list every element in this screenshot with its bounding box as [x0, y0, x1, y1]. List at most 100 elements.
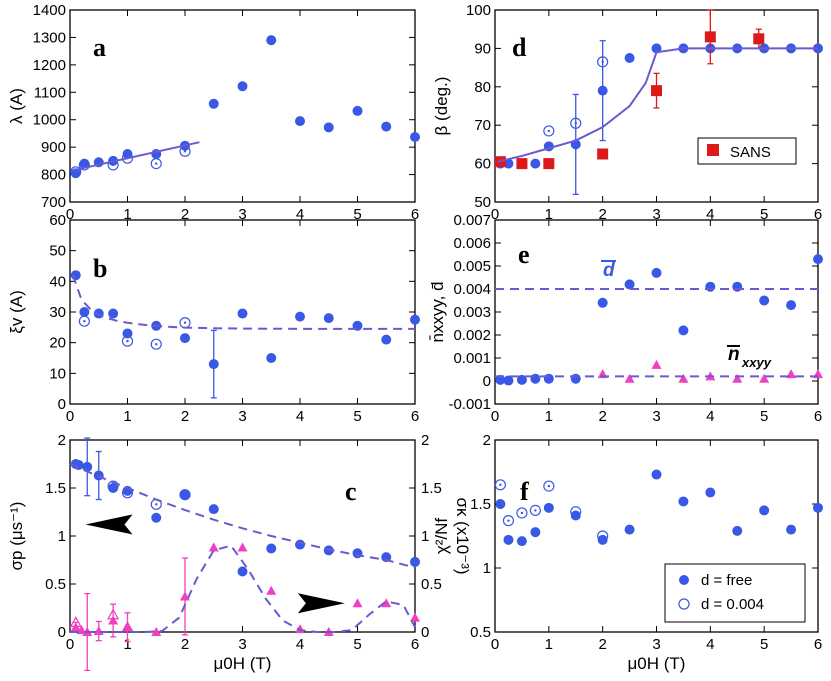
y-tick-label-a: 700: [41, 194, 66, 211]
data-point-f: [495, 499, 506, 509]
x-tick-label-e: 2: [598, 408, 606, 425]
y-tick-label-a: 1000: [33, 112, 66, 129]
data-point-open-c: [179, 489, 191, 501]
data-point-open-f: [543, 480, 555, 492]
data-point-c: [73, 459, 84, 470]
y-tick-label-b: 20: [49, 335, 66, 352]
data-point-a: [208, 98, 219, 109]
fit-curve-c: [70, 544, 416, 633]
x-tick-label-c: 6: [411, 636, 419, 653]
y-right-tick-label-c: 1.5: [421, 480, 442, 497]
x-tick-label-b: 0: [66, 408, 74, 425]
data-point-open-d: [570, 117, 582, 129]
data-point-open-f: [516, 507, 528, 519]
data-triangle-c: [121, 620, 134, 632]
data-point-f: [570, 510, 581, 521]
legend-f-fixed: d = 0.004: [701, 596, 764, 613]
data-triangle-c: [107, 608, 120, 620]
panel-label-c: c: [345, 477, 357, 506]
data-point-open-dot-b: [155, 343, 158, 346]
data-point-open-dot-c: [111, 484, 115, 488]
data-point-b: [79, 307, 90, 317]
data-triangle-e: [678, 373, 689, 383]
x-axis-label-c: μ0H (T): [214, 654, 272, 673]
y-axis-label-right-c: σκ (x10⁻³): [453, 497, 472, 574]
data-point-b: [323, 313, 334, 324]
legend-open-circle-icon: [678, 598, 690, 610]
data-point-open-dot-f: [547, 484, 551, 488]
data-point-e: [651, 267, 662, 278]
data-point-open-dot-d: [601, 60, 604, 64]
y-tick-label-e: 0.005: [453, 258, 491, 275]
data-point-open-dot-b: [126, 339, 129, 343]
data-square-d: [753, 33, 765, 45]
y-right-tick-label-c: 0.5: [421, 576, 442, 593]
y-tick-label-e: 0: [483, 373, 491, 390]
panel-label-a: a: [93, 33, 106, 62]
y-tick-label-d: 90: [474, 40, 491, 57]
x-tick-label-d: 6: [814, 206, 822, 223]
data-point-f: [516, 536, 527, 547]
y-tick-label-e: 0.007: [453, 212, 491, 229]
data-point-open-dot-a: [83, 163, 86, 167]
data-point-c: [266, 543, 277, 554]
panel-f: 0 1 2 3 4 5 6 0.5 1 1.5 2 χ²/Nf μ0H (T) f: [432, 432, 823, 673]
fit-curve-a: [72, 141, 200, 172]
data-point-open-dot-c: [126, 491, 129, 494]
arrow-left-icon: [85, 514, 133, 535]
x-tick-label-c: 4: [296, 636, 304, 653]
data-point-open-dot-b: [83, 320, 86, 323]
data-point-e: [678, 325, 689, 336]
data-triangle-c: [352, 598, 363, 608]
y-tick-label-e: 0.003: [453, 304, 491, 321]
data-point-open-dot-f: [520, 511, 524, 515]
data-point-f: [597, 534, 608, 545]
data-point-d: [624, 53, 635, 63]
y-axis-label-a: λ (A): [7, 88, 26, 124]
x-tick-label-b: 2: [181, 408, 189, 425]
x-tick-label-a: 3: [238, 206, 246, 223]
legend-sans-label: SANS: [730, 144, 771, 161]
data-point-open-dot-d: [574, 122, 577, 125]
fit-curve-d: [497, 47, 818, 163]
y-right-tick-label-c: 1: [421, 528, 429, 545]
data-point-a: [352, 105, 363, 116]
data-point-e: [705, 281, 716, 292]
panel-e: 0 1 2 3 4 5 6-0.00100.0010.0020.0030.0040.0050…: [428, 212, 823, 425]
data-point-open-f: [494, 479, 506, 491]
data-point-open-d: [543, 125, 555, 137]
data-point-f: [786, 524, 797, 535]
y-tick-label-f: 2: [483, 432, 491, 449]
data-point-a: [410, 131, 420, 142]
data-point-open-d: [597, 56, 609, 68]
y-tick-label-c: 0: [58, 624, 66, 641]
x-tick-label-f: 0: [491, 636, 499, 653]
panel-label-f: f: [520, 477, 529, 506]
data-triangle-c: [208, 542, 219, 552]
data-point-f: [705, 487, 716, 498]
y-tick-label-c: 1.5: [45, 480, 66, 497]
x-tick-label-d: 0: [491, 206, 499, 223]
data-square-d: [597, 148, 609, 160]
y-tick-label-a: 1400: [33, 2, 66, 19]
x-tick-label-d: 4: [706, 206, 714, 223]
data-point-open-dot-d: [547, 129, 551, 133]
data-point-f: [732, 525, 743, 536]
data-point-e: [624, 279, 635, 290]
x-tick-label-a: 1: [123, 206, 131, 223]
data-point-b: [381, 334, 392, 345]
data-triangle-c: [180, 591, 190, 601]
y-tick-label-f: 0.5: [470, 624, 491, 641]
data-point-c: [295, 539, 305, 550]
x-tick-label-a: 5: [353, 206, 361, 223]
data-point-b: [180, 333, 190, 344]
data-point-open-dot-b: [183, 321, 187, 324]
data-point-c: [237, 566, 248, 577]
data-point-e: [813, 254, 823, 265]
data-square-d: [651, 85, 662, 97]
data-triangle-c: [410, 612, 420, 622]
y-axis-label-b: ξv (A): [7, 290, 26, 334]
data-point-open-a: [70, 166, 82, 178]
legend-f-free: d = free: [701, 572, 752, 589]
